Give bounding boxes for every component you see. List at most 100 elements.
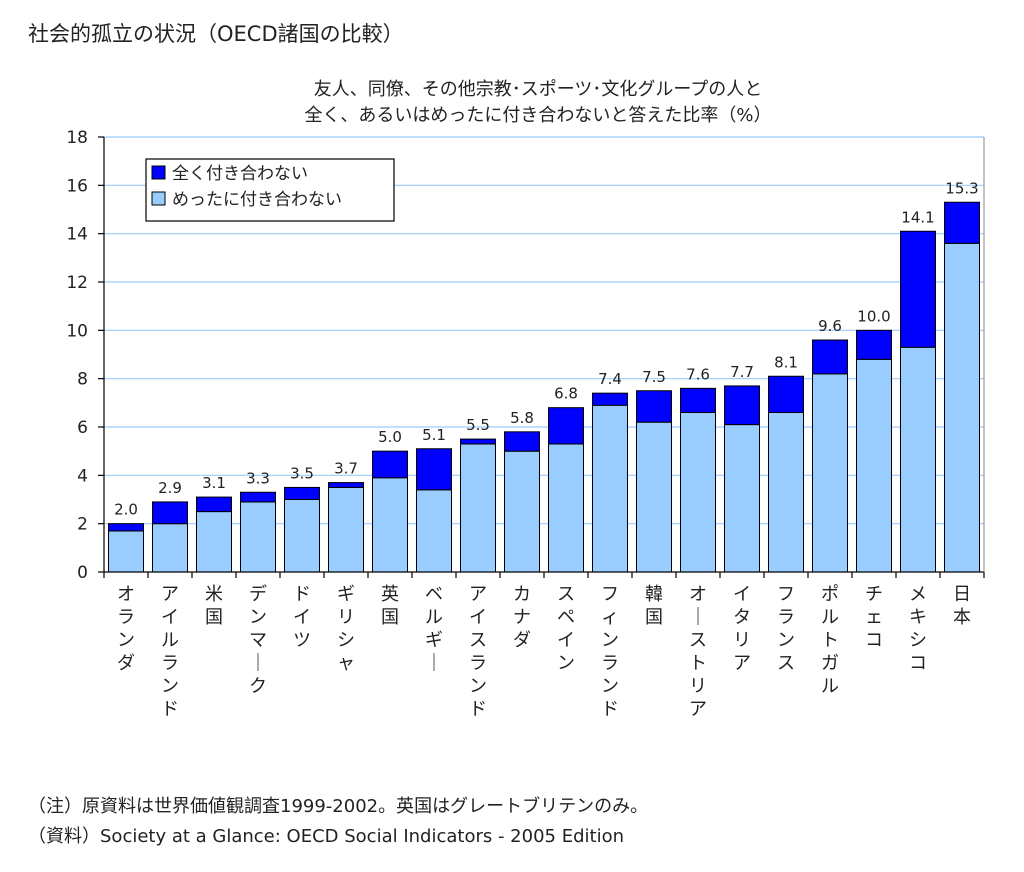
bar-total-label: 7.4 bbox=[598, 370, 622, 388]
y-axis-tick-labels: 0 2 4 6 8 10 12 14 16 18 bbox=[66, 128, 88, 583]
x-category-label: ドイツ bbox=[293, 584, 311, 651]
bar-segment-rarely bbox=[460, 443, 496, 573]
bar-total-label: 14.1 bbox=[901, 208, 934, 226]
chart-title-line: 友人、同僚、その他宗教･スポーツ･文化グループの人と bbox=[314, 79, 763, 100]
stacked-bar-chart: 友人、同僚、その他宗教･スポーツ･文化グループの人と全く、あるいはめったに付き合… bbox=[66, 79, 985, 720]
bar-total-label: 3.1 bbox=[202, 474, 226, 492]
bar-total-label: 15.3 bbox=[945, 179, 978, 197]
legend-swatch bbox=[151, 191, 166, 206]
total-value-labels: 2.0 2.9 3.1 3.3 3.5 3.7 5.0 5.1 5.5 5.8 6.8 7.4 7.5 7… bbox=[114, 179, 979, 518]
bar-segment-never bbox=[548, 407, 584, 445]
bar-segment-rarely bbox=[592, 404, 628, 573]
bar-total-label: 10.0 bbox=[857, 307, 890, 325]
bar-total-label: 9.6 bbox=[818, 317, 842, 335]
x-axis-category-labels: オランダ アイルランド 米国 デンマ｜ク ドイツ ギリシャ 英国 ベルギ｜ アイスランド カナダ ス… bbox=[117, 584, 971, 720]
y-tick-label: 12 bbox=[66, 273, 88, 293]
x-category-label: アイスランド bbox=[469, 584, 487, 720]
x-category-label: 韓国 bbox=[645, 584, 663, 628]
bar-segment-never bbox=[724, 385, 760, 426]
chart-title: 友人、同僚、その他宗教･スポーツ･文化グループの人と全く、あるいはめったに付き合… bbox=[304, 79, 771, 126]
bar-segment-rarely bbox=[636, 421, 672, 573]
bar-segment-rarely bbox=[416, 489, 452, 573]
bar-segment-rarely bbox=[108, 530, 144, 573]
bar-segment-rarely bbox=[856, 358, 892, 573]
x-category-label: ギリシャ bbox=[337, 584, 355, 674]
bar-segment-rarely bbox=[548, 443, 584, 573]
bar-segment-rarely bbox=[240, 501, 276, 573]
bar-segment-never bbox=[900, 230, 936, 348]
bar-segment-never bbox=[416, 448, 452, 491]
bar-segment-never bbox=[372, 450, 408, 479]
bar-segment-never bbox=[768, 375, 804, 413]
bar-segment-never bbox=[680, 387, 716, 414]
bar-segment-rarely bbox=[900, 346, 936, 573]
chart-title-line: 全く、あるいはめったに付き合わないと答えた比率（%） bbox=[304, 105, 771, 126]
bar-segment-rarely bbox=[944, 242, 980, 573]
bar-segment-rarely bbox=[328, 486, 364, 573]
y-tick-label: 4 bbox=[77, 466, 88, 486]
bar-segment-never bbox=[328, 482, 364, 488]
bar-total-label: 7.5 bbox=[642, 368, 666, 386]
bar-segment-never bbox=[636, 390, 672, 423]
x-category-label: フィンランド bbox=[601, 584, 619, 720]
x-category-label: ベルギ｜ bbox=[425, 584, 443, 674]
bar-segment-rarely bbox=[768, 412, 804, 573]
bar-total-label: 5.5 bbox=[466, 416, 490, 434]
bar-segment-never bbox=[504, 431, 540, 452]
bar-segment-never bbox=[240, 491, 276, 503]
bar-total-label: 5.0 bbox=[378, 428, 402, 446]
bar-total-label: 6.8 bbox=[554, 385, 578, 403]
x-category-label: カナダ bbox=[513, 584, 531, 651]
x-category-label: 日本 bbox=[953, 584, 971, 628]
bar-segment-never bbox=[284, 486, 320, 500]
y-tick-label: 8 bbox=[77, 370, 88, 390]
x-category-label: ポルトガル bbox=[821, 584, 839, 697]
y-tick-label: 10 bbox=[66, 321, 88, 341]
y-tick-label: 18 bbox=[66, 128, 88, 148]
x-category-label: スペイン bbox=[557, 584, 575, 674]
bar-total-label: 3.3 bbox=[246, 469, 270, 487]
bar-total-label: 2.9 bbox=[158, 479, 182, 497]
y-tick-label: 0 bbox=[77, 563, 88, 583]
bar-total-label: 8.1 bbox=[774, 353, 798, 371]
x-category-label: フランス bbox=[777, 584, 795, 674]
bar-total-label: 7.7 bbox=[730, 363, 754, 381]
x-category-label: アイルランド bbox=[161, 584, 179, 720]
y-tick-label: 14 bbox=[66, 225, 88, 245]
bar-total-label: 3.5 bbox=[290, 464, 314, 482]
legend-box bbox=[145, 158, 395, 222]
y-tick-label: 16 bbox=[66, 176, 88, 196]
bar-segment-never bbox=[108, 523, 144, 532]
note-source-survey: （注）原資料は世界価値観調査1999-2002。英国はグレートブリテンのみ。 bbox=[28, 796, 649, 817]
bar-segment-never bbox=[196, 496, 232, 513]
y-tick-label: 2 bbox=[77, 515, 88, 535]
note-source-publication: （資料）Society at a Glance: OECD Social Ind… bbox=[28, 826, 624, 847]
bar-total-label: 2.0 bbox=[114, 501, 138, 519]
bar-segment-rarely bbox=[196, 511, 232, 573]
bar-segment-never bbox=[812, 339, 848, 375]
bar-total-label: 5.1 bbox=[422, 426, 446, 444]
x-category-label: メキシコ bbox=[909, 584, 927, 674]
x-category-label: オランダ bbox=[117, 584, 135, 674]
legend-swatch bbox=[151, 165, 166, 180]
bar-segment-never bbox=[944, 201, 980, 244]
x-category-label: チェコ bbox=[865, 584, 883, 651]
bar-segment-never bbox=[460, 438, 496, 445]
bar-total-label: 7.6 bbox=[686, 365, 710, 383]
x-category-label: デンマ｜ク bbox=[249, 584, 267, 697]
bar-segment-rarely bbox=[504, 450, 540, 573]
bar-total-label: 5.8 bbox=[510, 409, 534, 427]
axes bbox=[98, 136, 985, 578]
x-category-label: イタリア bbox=[733, 584, 751, 674]
bar-segment-rarely bbox=[680, 412, 716, 573]
bars bbox=[108, 201, 980, 573]
bar-segment-rarely bbox=[724, 424, 760, 573]
page-title: 社会的孤立の状況（OECD諸国の比較） bbox=[28, 22, 404, 46]
bar-segment-never bbox=[592, 392, 628, 406]
y-tick-label: 6 bbox=[77, 418, 88, 438]
legend-label: 全く付き合わない bbox=[172, 164, 308, 184]
bar-segment-rarely bbox=[284, 499, 320, 573]
bar-segment-never bbox=[856, 329, 892, 360]
bar-segment-rarely bbox=[372, 477, 408, 573]
